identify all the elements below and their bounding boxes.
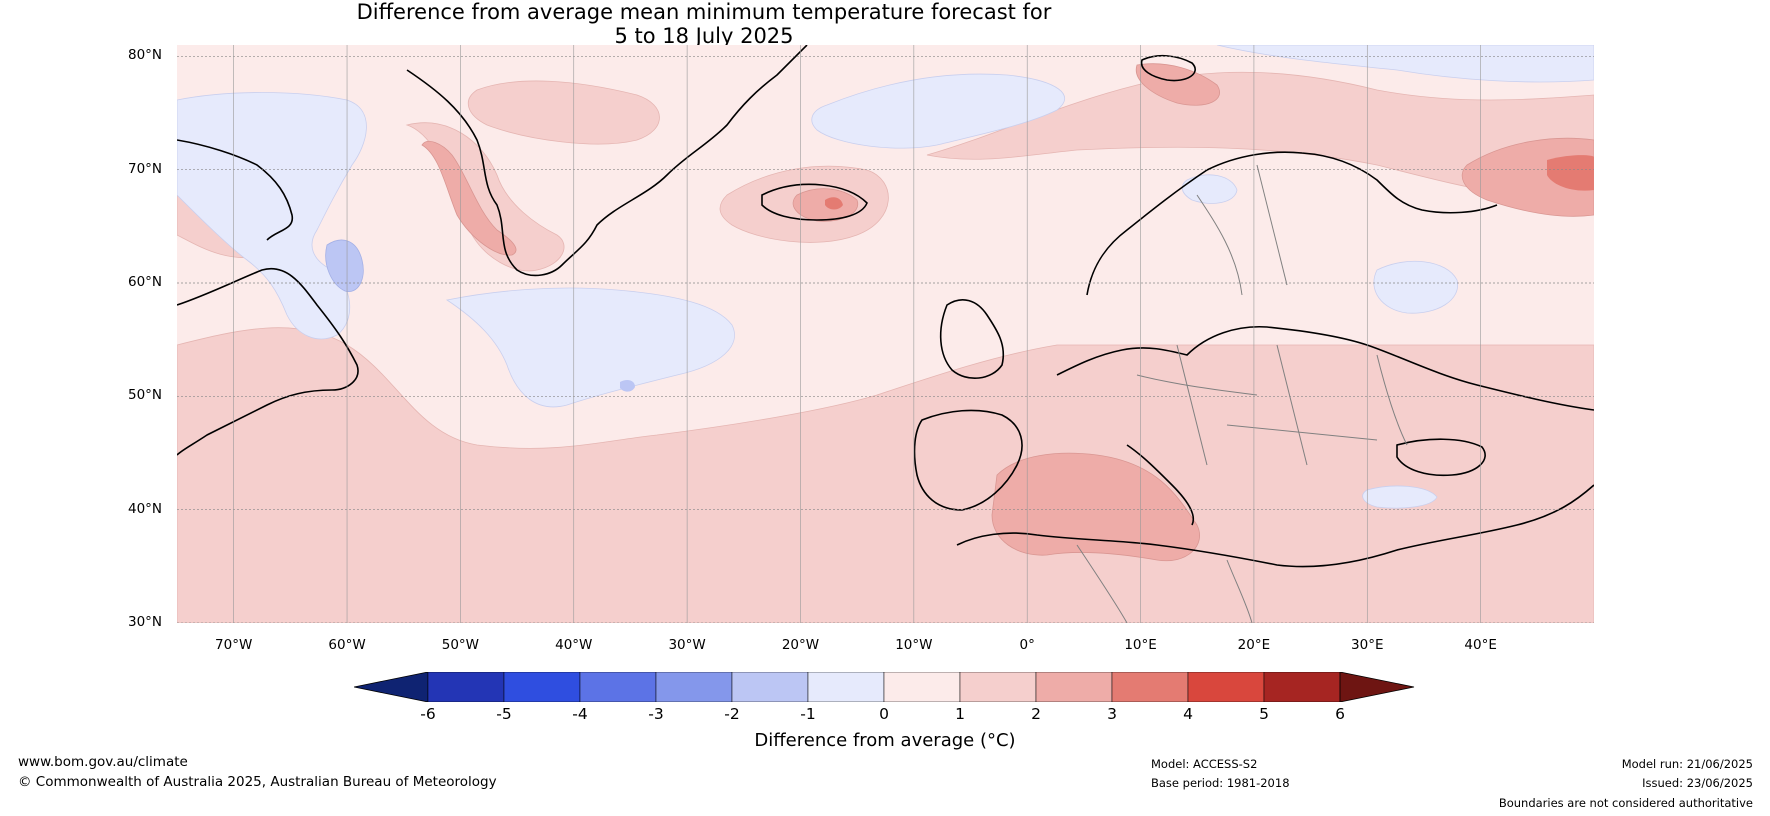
colorbar-label: Difference from average (°C) xyxy=(754,730,1016,751)
colorbar-tick-label: -1 xyxy=(800,705,816,723)
map-title: Difference from average mean minimum tem… xyxy=(0,0,1408,48)
colorbar-segment xyxy=(731,672,809,702)
labrador-coast xyxy=(177,267,359,456)
colorbar-tick-label: 5 xyxy=(1259,705,1269,723)
colorbar-segment xyxy=(1263,672,1341,702)
anomaly-region-iceland-hotspot xyxy=(825,197,843,210)
longitude-label: 10°W xyxy=(895,637,933,653)
british-isles-coast xyxy=(939,299,1005,379)
latitude-label: 30°N xyxy=(128,614,163,630)
longitude-label: 50°W xyxy=(441,637,480,653)
colorbar-tick-label: -5 xyxy=(496,705,512,723)
boundaries-disclaimer: Boundaries are not considered authoritat… xyxy=(1498,796,1753,810)
base-period: Base period: 1981-2018 xyxy=(1151,776,1290,790)
copyright-notice: © Commonwealth of Australia 2025, Austra… xyxy=(18,774,497,790)
colorbar-segment xyxy=(503,672,581,702)
anomaly-region-southern-warm xyxy=(177,327,1594,623)
graticule xyxy=(177,45,1594,623)
colorbar-tick-label: 0 xyxy=(879,705,889,723)
latitude-label: 60°N xyxy=(128,274,163,290)
italy-coast xyxy=(1126,444,1194,526)
latitude-label: 70°N xyxy=(128,160,163,177)
anomaly-region-north-atlantic-warm xyxy=(467,80,660,145)
colorbar-extend-low xyxy=(354,672,429,702)
europe-coast xyxy=(1056,325,1594,411)
colorbar-tick-label: 4 xyxy=(1183,705,1193,723)
colorbar-tick-label: -2 xyxy=(724,705,740,723)
iberia-coast xyxy=(913,409,1023,511)
colorbar-extend-high xyxy=(1339,672,1415,702)
colorbar-segment xyxy=(427,672,505,702)
anomaly-region-barents-core xyxy=(1547,155,1594,191)
longitude-label: 30°E xyxy=(1351,637,1384,653)
anomaly-region-arctic-warm xyxy=(926,71,1594,199)
longitude-label: 70°W xyxy=(215,637,253,653)
longitude-label: 40°E xyxy=(1464,637,1497,653)
map-title-line2: 5 to 18 July 2025 xyxy=(614,24,794,48)
colorbar-tick-label: -6 xyxy=(420,705,436,723)
website-link[interactable]: www.bom.gov.au/climate xyxy=(18,754,188,770)
latitude-label: 80°N xyxy=(128,47,163,64)
colorbar-tick-label: -4 xyxy=(572,705,588,723)
black-sea-coast xyxy=(1396,438,1486,477)
scandinavia-coast xyxy=(1086,151,1498,296)
greenland-coast xyxy=(406,45,808,277)
colorbar-segment xyxy=(655,672,733,702)
colorbar-tick-label: 3 xyxy=(1107,705,1117,723)
longitude-label: 60°W xyxy=(328,637,366,653)
model-name: Model: ACCESS-S2 xyxy=(1151,757,1258,771)
colorbar-segment xyxy=(883,672,961,702)
anomaly-region-turkey-cool xyxy=(1362,485,1438,509)
anomaly-region-arctic-east-cool xyxy=(1216,45,1594,83)
coastlines xyxy=(177,45,1594,568)
colorbar-segment xyxy=(1035,672,1113,702)
iceland-coast xyxy=(761,183,868,221)
longitude-label: 40°W xyxy=(555,637,593,653)
longitude-label: 20°E xyxy=(1237,637,1271,653)
colorbar-segment xyxy=(1187,672,1265,702)
colorbar-tick-label: 2 xyxy=(1031,705,1041,723)
longitude-label: 30°W xyxy=(668,637,706,653)
north-africa-coast xyxy=(956,484,1594,568)
colorbar-segment xyxy=(579,672,657,702)
country-borders xyxy=(1076,164,1408,623)
colorbar-segment xyxy=(959,672,1037,702)
longitude-label: 10°E xyxy=(1124,637,1157,653)
anomaly-region-russia-cool xyxy=(1373,260,1458,314)
colorbar-segment xyxy=(1111,672,1189,702)
anomaly-region-norway-cool xyxy=(1181,174,1238,204)
longitude-label: 20°W xyxy=(781,637,820,653)
map-title-line1: Difference from average mean minimum tem… xyxy=(356,0,1052,24)
anomaly-region-atlantic-cold-spot xyxy=(620,379,635,392)
anomaly-region-labrador-sea-cold xyxy=(325,239,364,293)
longitude-label: 0° xyxy=(1019,637,1035,653)
model-run-date: Model run: 21/06/2025 xyxy=(1621,757,1753,771)
colorbar xyxy=(354,672,1415,702)
anomaly-region-mid-atlantic-cool xyxy=(445,287,735,408)
temperature-anomaly-map xyxy=(177,45,1594,623)
colorbar-tick-label: 6 xyxy=(1335,705,1345,723)
baffin-coast xyxy=(177,139,293,241)
latitude-label: 40°N xyxy=(128,500,163,517)
colorbar-tick-label: 1 xyxy=(955,705,965,723)
svalbard-coast xyxy=(1140,54,1196,82)
anomaly-region-greenland-sea-cool xyxy=(811,73,1066,149)
latitude-label: 50°N xyxy=(128,387,163,404)
colorbar-segment xyxy=(807,672,885,702)
issued-date: Issued: 23/06/2025 xyxy=(1642,776,1753,790)
colorbar-tick-label: -3 xyxy=(648,705,664,723)
anomaly-region-svalbard xyxy=(1135,63,1220,106)
